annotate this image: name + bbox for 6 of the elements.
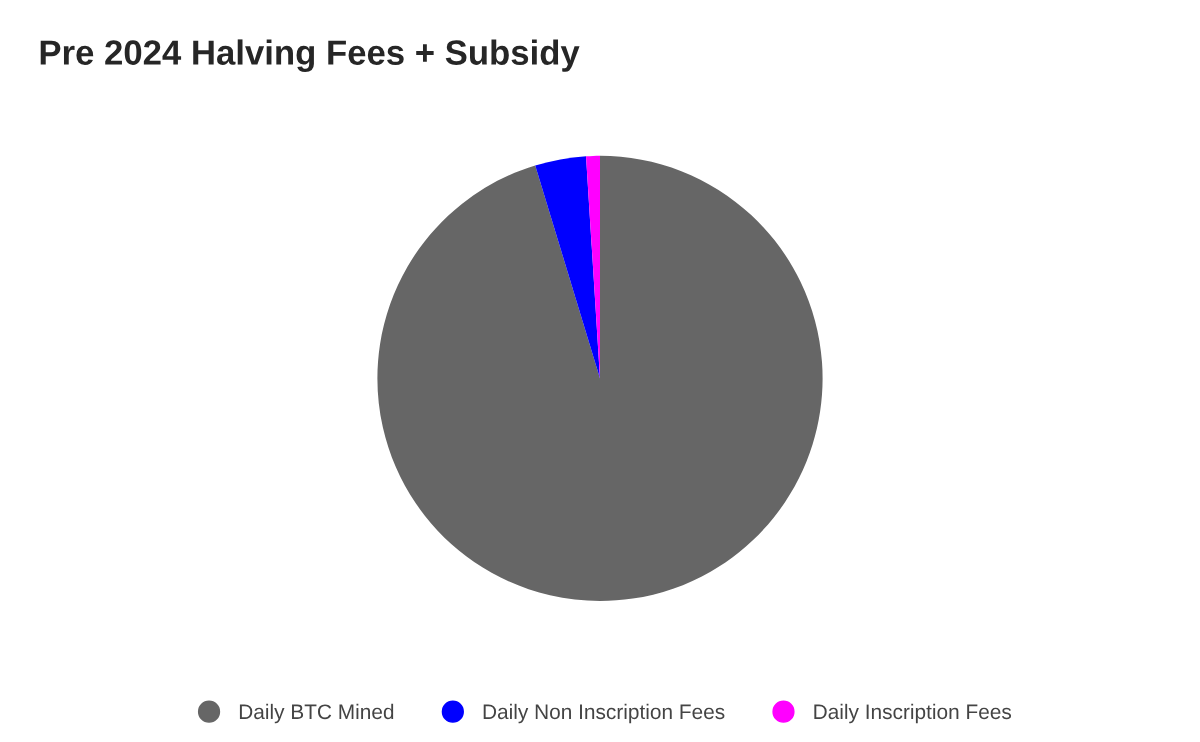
legend-label: Daily Inscription Fees	[814, 703, 1012, 724]
chart-title: Pre 2024 Halving Fees + Subsidy	[40, 39, 580, 72]
legend-label: Daily Non Inscription Fees	[483, 703, 725, 724]
legend-label: Daily BTC Mined	[239, 703, 394, 724]
pie-slice	[377, 155, 823, 602]
pie-slice	[535, 156, 600, 379]
